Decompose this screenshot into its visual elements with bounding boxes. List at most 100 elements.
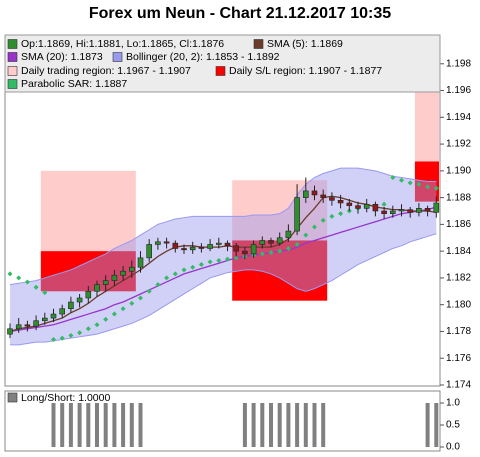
candle-body bbox=[172, 242, 179, 249]
candle-body bbox=[355, 205, 361, 209]
sar-point bbox=[16, 275, 22, 281]
sar-point bbox=[94, 322, 100, 328]
y-tick-label: 1.196 bbox=[446, 85, 471, 96]
bar bbox=[68, 403, 73, 447]
sar-point bbox=[425, 184, 431, 190]
y-tick-label: 0.5 bbox=[446, 420, 460, 431]
sar-point bbox=[312, 224, 317, 230]
y-tick-label: 1.184 bbox=[446, 246, 471, 257]
sl-region bbox=[40, 251, 136, 292]
sar-point bbox=[225, 256, 230, 262]
y-tick-label: 0.0 bbox=[446, 442, 460, 453]
sar-point bbox=[77, 330, 83, 336]
candle-body bbox=[224, 242, 231, 247]
sar-point bbox=[338, 211, 344, 217]
y-tick-label: 1.0 bbox=[446, 398, 460, 409]
candle-body bbox=[50, 313, 57, 319]
candle-body bbox=[24, 324, 31, 327]
sar-point bbox=[42, 290, 48, 296]
sar-point bbox=[138, 295, 143, 301]
legend-swatch bbox=[112, 52, 123, 62]
bollinger-lower bbox=[10, 233, 437, 346]
candle-body bbox=[329, 197, 335, 201]
legend-label: Bollinger (20, 2): 1.1853 - 1.1892 bbox=[126, 51, 280, 63]
y-tick-label: 1.176 bbox=[446, 353, 471, 364]
legend-label: Daily S/L region: 1.1907 - 1.1877 bbox=[229, 65, 382, 77]
bar bbox=[112, 403, 117, 447]
bar bbox=[321, 403, 326, 447]
candle-body bbox=[163, 241, 170, 244]
candle-body bbox=[94, 284, 100, 292]
legend-swatch bbox=[7, 39, 18, 49]
y-tick-label: 1.182 bbox=[446, 273, 471, 284]
bar bbox=[129, 403, 134, 447]
sar-point bbox=[181, 267, 187, 273]
bar bbox=[77, 403, 82, 447]
sar-point bbox=[216, 258, 222, 264]
legend-swatch bbox=[253, 39, 264, 49]
sar-point bbox=[146, 288, 152, 294]
candle-body bbox=[424, 208, 431, 212]
candle-body bbox=[250, 244, 257, 255]
candle-body bbox=[285, 230, 292, 239]
candle-body bbox=[68, 301, 74, 310]
legend-swatch bbox=[7, 66, 18, 76]
bar bbox=[260, 403, 265, 447]
bar bbox=[434, 403, 439, 447]
legend-swatch bbox=[7, 52, 18, 62]
y-tick-label: 1.174 bbox=[446, 380, 471, 391]
candle-body bbox=[363, 204, 370, 209]
bollinger-band bbox=[10, 168, 437, 345]
bar bbox=[277, 403, 282, 447]
candle-body bbox=[337, 199, 344, 204]
sar-point bbox=[190, 264, 196, 270]
candle-body bbox=[41, 317, 48, 322]
bar bbox=[60, 403, 65, 447]
y-tick-label: 1.198 bbox=[446, 58, 471, 69]
sar-point bbox=[320, 217, 326, 223]
y-tick-label: 1.192 bbox=[446, 139, 471, 150]
y-tick-label: 1.194 bbox=[446, 112, 471, 123]
sar-point bbox=[7, 271, 13, 277]
candle-body bbox=[346, 202, 353, 206]
bar bbox=[303, 403, 308, 447]
bar bbox=[251, 403, 256, 447]
sar-point bbox=[285, 245, 291, 251]
sar-point bbox=[277, 248, 283, 254]
trading-region bbox=[40, 170, 136, 252]
legend-label: SMA (20): 1.1873 bbox=[21, 51, 103, 63]
sar-point bbox=[85, 326, 91, 332]
candle-body bbox=[259, 240, 266, 245]
candle-body bbox=[76, 297, 83, 303]
bar bbox=[295, 403, 300, 447]
y-tick-label: 1.180 bbox=[446, 299, 471, 310]
sar-point bbox=[59, 335, 65, 341]
y-tick-label: 1.178 bbox=[446, 326, 471, 337]
candle-body bbox=[207, 244, 213, 249]
candle-body bbox=[416, 208, 422, 213]
sar-point bbox=[207, 259, 213, 265]
candle-body bbox=[294, 197, 300, 232]
candle-body bbox=[276, 237, 283, 244]
sar-point bbox=[103, 316, 109, 322]
candle-body bbox=[268, 240, 274, 244]
candle-body bbox=[389, 210, 396, 214]
sar-point bbox=[155, 282, 161, 288]
sar-point bbox=[120, 306, 126, 312]
candle-body bbox=[129, 266, 135, 272]
sma20-line bbox=[9, 206, 437, 333]
bar bbox=[121, 403, 126, 447]
sar-point bbox=[198, 262, 204, 268]
bar bbox=[312, 403, 317, 447]
sar-point bbox=[172, 271, 178, 277]
candle-body bbox=[102, 280, 109, 285]
bar bbox=[95, 403, 99, 447]
sar-point bbox=[111, 311, 117, 317]
candle-body bbox=[198, 246, 205, 249]
candle-body bbox=[407, 209, 414, 213]
sar-point bbox=[303, 232, 309, 238]
sar-point bbox=[416, 181, 422, 187]
candle-body bbox=[7, 328, 13, 335]
legend-label: Op:1.1869, Hi:1.1881, Lo:1.1865, Cl:1.18… bbox=[21, 38, 224, 50]
